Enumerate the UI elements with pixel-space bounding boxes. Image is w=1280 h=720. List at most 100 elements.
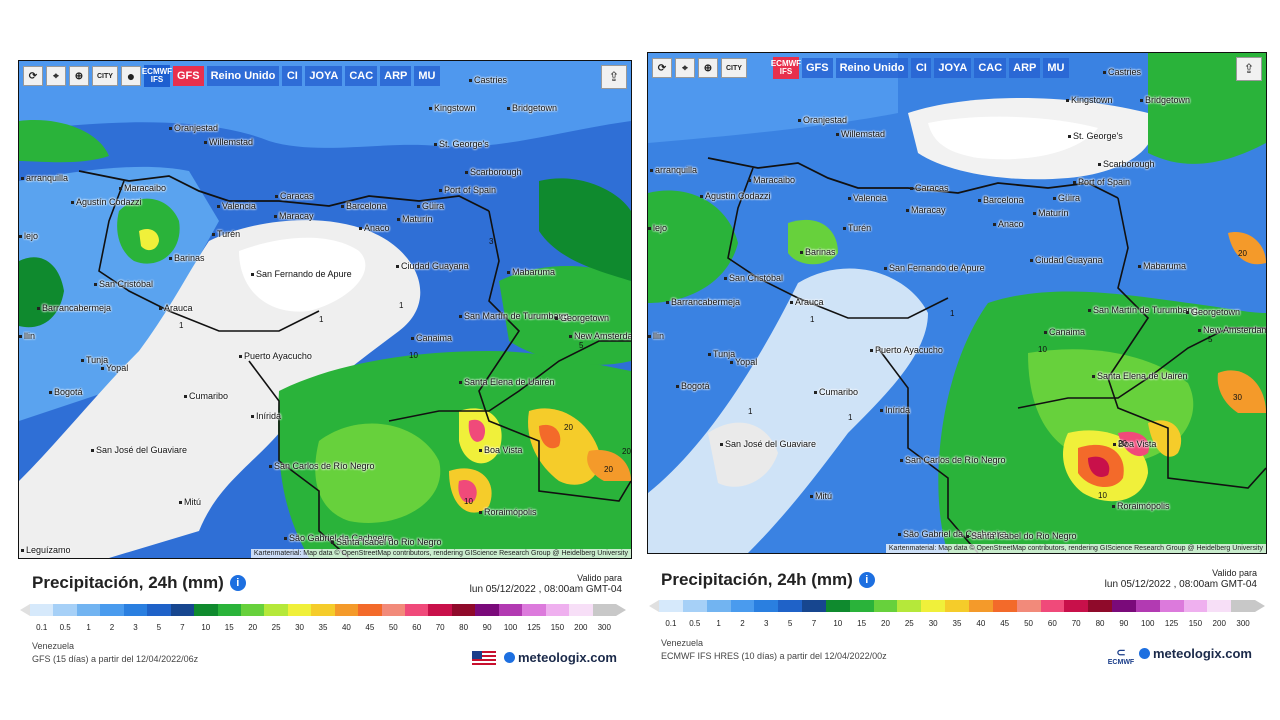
scale-arrow-right bbox=[1255, 600, 1265, 612]
color-scale-swatch bbox=[730, 600, 755, 612]
model-button-cac[interactable]: CAC bbox=[974, 58, 1007, 78]
city-label: Oranjestad bbox=[169, 123, 218, 133]
color-scale-swatch bbox=[992, 600, 1017, 612]
city-label: Valencia bbox=[217, 201, 256, 211]
city-label: Barcelona bbox=[341, 201, 387, 211]
city-label: Mabaruma bbox=[1138, 261, 1186, 271]
city-label: Scarborough bbox=[1098, 159, 1155, 169]
model-button-mu[interactable]: MU bbox=[1043, 58, 1069, 78]
color-scale-swatch bbox=[873, 600, 898, 612]
color-scale-swatch bbox=[778, 600, 803, 612]
city-label: San Carlos de Río Negro bbox=[900, 455, 1006, 465]
city-label: St. George's bbox=[434, 139, 489, 149]
us-flag-icon bbox=[472, 651, 496, 665]
legend: Precipitación, 24h (mm) i Valido para lun… bbox=[647, 562, 1267, 666]
model-button-gfs[interactable]: GFS bbox=[172, 66, 204, 86]
scale-tick-label: 60 bbox=[1047, 619, 1057, 628]
scale-tick-label: 200 bbox=[574, 623, 588, 632]
scale-tick-label: 0.1 bbox=[665, 619, 677, 628]
color-scale-swatch bbox=[475, 604, 499, 616]
color-scale-swatch bbox=[849, 600, 874, 612]
city-label: Castries bbox=[469, 75, 507, 85]
model-button-cac[interactable]: CAC bbox=[345, 66, 378, 86]
model-button-ecmwf[interactable]: ECMWF IFS bbox=[771, 57, 801, 79]
precipitation-map-ecmwf[interactable]: ⟳ ⌖ ⊕ CITY ECMWF IFS GFS Reino Unido CI … bbox=[647, 52, 1267, 554]
model-button-reino-unido[interactable]: Reino Unido bbox=[835, 58, 909, 78]
city-label: Maracaibo bbox=[119, 183, 166, 193]
model-button-ecmwf[interactable]: ECMWF IFS bbox=[142, 65, 172, 87]
location-icon[interactable]: ⌖ bbox=[675, 58, 695, 78]
info-icon[interactable]: i bbox=[858, 572, 875, 588]
city-toggle-button[interactable]: CITY bbox=[92, 66, 118, 86]
city-label: Barcelona bbox=[978, 195, 1024, 205]
city-label: arranquilla bbox=[21, 173, 68, 183]
city-label: St. George's bbox=[1068, 131, 1123, 141]
city-label: Maracaibo bbox=[748, 175, 795, 185]
model-button-mu[interactable]: MU bbox=[414, 66, 440, 86]
refresh-icon[interactable]: ⟳ bbox=[23, 66, 43, 86]
city-label: Turén bbox=[843, 223, 871, 233]
model-button-joya[interactable]: JOYA bbox=[934, 58, 972, 78]
model-run-label: GFS (15 días) a partir del 12/04/2022/06… bbox=[32, 654, 199, 664]
zoom-icon[interactable]: ⊕ bbox=[69, 66, 89, 86]
color-scale-swatch bbox=[1040, 600, 1065, 612]
scale-tick-label: 70 bbox=[1071, 619, 1081, 628]
info-icon[interactable]: i bbox=[229, 575, 246, 591]
city-label: San Martín de Turumbang bbox=[1088, 305, 1198, 315]
city-label: Agustín Codazzi bbox=[700, 191, 771, 201]
region-label: Venezuela bbox=[32, 641, 75, 651]
gfs-map-panel: ⟳ ⌖ ⊕ CITY ● ECMWF IFS GFS Reino Unido C… bbox=[18, 60, 632, 665]
precipitation-field bbox=[19, 61, 631, 558]
city-label: Barinas bbox=[169, 253, 205, 263]
city-label: Puerto Ayacucho bbox=[239, 351, 312, 361]
meteologix-logo[interactable]: meteologix.com bbox=[504, 650, 617, 665]
color-scale-swatch bbox=[170, 604, 195, 616]
city-label: Boa Vista bbox=[479, 445, 522, 455]
model-button-ci[interactable]: CI bbox=[282, 66, 303, 86]
city-label: lejo bbox=[648, 223, 667, 233]
city-label: Willemstad bbox=[836, 129, 885, 139]
share-icon[interactable]: ⇪ bbox=[601, 65, 627, 89]
color-scale-swatch bbox=[1112, 600, 1136, 612]
city-label: Maracay bbox=[906, 205, 946, 215]
color-scale-swatch bbox=[123, 604, 148, 616]
color-scale-swatch bbox=[706, 600, 731, 612]
city-label: Boa Vista bbox=[1113, 439, 1156, 449]
precipitation-map-gfs[interactable]: ⟳ ⌖ ⊕ CITY ● ECMWF IFS GFS Reino Unido C… bbox=[18, 60, 632, 559]
model-button-gfs[interactable]: GFS bbox=[801, 58, 833, 78]
city-label: San José del Guaviare bbox=[720, 439, 816, 449]
model-button-ci[interactable]: CI bbox=[911, 58, 932, 78]
scale-tick-label: 10 bbox=[201, 623, 211, 632]
city-label: Valencia bbox=[848, 193, 887, 203]
city-label: Kingstown bbox=[429, 103, 476, 113]
scale-tick-label: 80 bbox=[1095, 619, 1105, 628]
dot-toggle-button[interactable]: ● bbox=[120, 66, 141, 86]
color-scale-bar bbox=[30, 604, 616, 616]
city-label: Mitú bbox=[179, 497, 201, 507]
city-label: Tunja bbox=[81, 355, 108, 365]
zoom-icon[interactable]: ⊕ bbox=[698, 58, 718, 78]
model-button-arp[interactable]: ARP bbox=[1009, 58, 1041, 78]
city-toggle-button[interactable]: CITY bbox=[721, 58, 747, 78]
city-label: Caracas bbox=[275, 191, 314, 201]
contour-label: 30 bbox=[1233, 393, 1242, 402]
color-scale-swatch bbox=[825, 600, 850, 612]
model-button-joya[interactable]: JOYA bbox=[305, 66, 343, 86]
city-label: Bogotá bbox=[49, 387, 83, 397]
share-icon[interactable]: ⇪ bbox=[1236, 57, 1262, 81]
city-label: San Cristóbal bbox=[724, 273, 783, 283]
city-label: Georgetown bbox=[555, 313, 609, 323]
color-scale-swatch bbox=[1135, 600, 1160, 612]
region-label: Venezuela bbox=[661, 638, 704, 648]
refresh-icon[interactable]: ⟳ bbox=[652, 58, 672, 78]
scale-tick-label: 15 bbox=[857, 619, 867, 628]
model-button-reino-unido[interactable]: Reino Unido bbox=[206, 66, 280, 86]
city-label: New Amsterdam bbox=[569, 331, 631, 341]
meteologix-logo[interactable]: meteologix.com bbox=[1139, 646, 1252, 661]
color-scale-swatch bbox=[592, 604, 616, 616]
location-icon[interactable]: ⌖ bbox=[46, 66, 66, 86]
model-button-arp[interactable]: ARP bbox=[380, 66, 412, 86]
legend: Precipitación, 24h (mm) i Valido para lun… bbox=[18, 565, 632, 665]
contour-label: 20 bbox=[564, 423, 573, 432]
color-scale-swatch bbox=[921, 600, 946, 612]
